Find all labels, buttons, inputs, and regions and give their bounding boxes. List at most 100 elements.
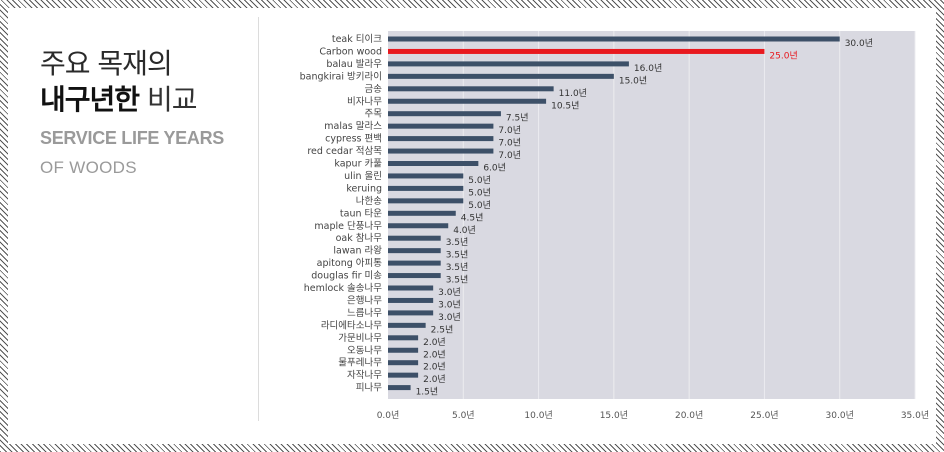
category-label: 물푸레나무 [338, 358, 382, 369]
bar [388, 161, 479, 166]
category-label: oak 참나무 [336, 233, 383, 244]
bar [388, 61, 629, 67]
value-label: 3.5년 [446, 237, 469, 248]
x-tick-label: 20.0년 [675, 410, 703, 421]
bar [388, 98, 547, 104]
bar [388, 111, 501, 117]
category-label: douglas fir 미송 [311, 271, 382, 282]
bar [388, 322, 426, 328]
category-label: hemlock 솔송나무 [304, 283, 383, 294]
category-label: 자작나무 [347, 370, 382, 381]
value-label: 7.0년 [498, 138, 521, 149]
x-tick-label: 35.0년 [901, 410, 929, 421]
value-label: 16.0년 [634, 63, 662, 74]
value-label: 4.0년 [453, 225, 476, 236]
bar [388, 335, 419, 341]
bar [388, 173, 464, 179]
category-label: 라디에타소나무 [321, 320, 382, 331]
category-label: maple 단풍나무 [314, 221, 382, 232]
x-tick-label: 15.0년 [600, 410, 628, 421]
value-label: 3.5년 [446, 262, 469, 273]
value-label: 7.5년 [506, 113, 529, 124]
value-label: 3.0년 [438, 299, 461, 310]
bar [388, 235, 441, 241]
category-label: red cedar 적삼목 [307, 145, 382, 157]
bar [388, 223, 449, 229]
category-label: 비자나무 [347, 96, 382, 107]
bar [388, 372, 419, 378]
bar [388, 73, 614, 79]
category-label: Carbon wood [319, 46, 382, 57]
bar [388, 123, 494, 129]
value-label: 3.5년 [446, 275, 469, 286]
value-label: 11.0년 [559, 88, 587, 99]
bar [388, 148, 494, 154]
value-label: 4.5년 [461, 212, 484, 223]
bar [388, 310, 434, 316]
category-label: cypress 편백 [325, 133, 382, 145]
x-tick-label: 0.0년 [377, 410, 400, 421]
value-label: 10.5년 [551, 100, 579, 111]
value-label: 3.0년 [438, 287, 461, 298]
category-label: balau 발라우 [326, 59, 382, 70]
category-label: 오동나무 [347, 345, 382, 356]
x-tick-label: 10.0년 [524, 410, 552, 421]
value-label: 6.0년 [483, 163, 506, 174]
value-label: 5.0년 [468, 187, 491, 198]
bar [388, 36, 840, 42]
bar [388, 198, 464, 204]
value-label: 25.0년 [769, 50, 797, 61]
category-label: kapur 카풀 [334, 159, 382, 170]
title-line-2: 내구년한 비교 [40, 82, 224, 118]
value-label: 5.0년 [468, 175, 491, 186]
category-label: bangkirai 방키라이 [300, 71, 382, 82]
english-title-line-2: OF WOODS [40, 158, 137, 177]
category-label: malas 말라스 [324, 120, 382, 132]
bar [388, 360, 419, 366]
category-label: lawan 라왕 [333, 246, 382, 257]
value-label: 2.0년 [423, 374, 446, 385]
bar [388, 248, 441, 254]
bar [388, 210, 456, 216]
title-light-text: 비교 [139, 83, 198, 116]
value-label: 7.0년 [498, 125, 521, 136]
bar [388, 86, 554, 92]
category-label: taun 타운 [340, 208, 382, 219]
value-label: 2.5년 [431, 324, 454, 335]
category-label: 은행나무 [347, 294, 382, 306]
plot-area [388, 31, 915, 399]
bar [388, 136, 494, 142]
value-label: 2.0년 [423, 362, 446, 373]
category-label: apitong 아피통 [317, 258, 383, 269]
category-label: ulin 울린 [344, 171, 382, 182]
bar [388, 260, 441, 266]
value-label: 7.0년 [498, 150, 521, 161]
bar [388, 297, 434, 303]
value-label: 15.0년 [619, 75, 647, 86]
vertical-divider [258, 17, 259, 421]
bar [388, 347, 419, 353]
value-label: 1.5년 [416, 387, 439, 398]
bar [388, 385, 411, 391]
title-bold-text: 내구년한 [40, 83, 140, 116]
value-label: 2.0년 [423, 337, 446, 348]
bar [388, 285, 434, 291]
heading-block: 주요 목재의 내구년한 비교 SERVICE LIFE YEARS OF WOO… [40, 46, 224, 178]
value-label: 30.0년 [845, 38, 873, 49]
category-label: 나한송 [356, 196, 382, 207]
category-label: 주목 [365, 109, 383, 120]
x-tick-label: 30.0년 [826, 410, 854, 421]
category-label: teak 티이크 [332, 34, 382, 45]
english-title-line-1: SERVICE LIFE YEARS [40, 128, 224, 148]
bar [388, 48, 765, 54]
bar [388, 185, 464, 191]
x-tick-label: 25.0년 [750, 410, 778, 421]
category-label: 느릅나무 [347, 308, 382, 319]
value-label: 3.0년 [438, 312, 461, 323]
title-line-1: 주요 목재의 [40, 47, 173, 80]
category-label: 피나무 [356, 383, 382, 394]
bar [388, 273, 441, 279]
category-label: 가문비나무 [338, 333, 382, 344]
value-label: 2.0년 [423, 349, 446, 360]
category-label: 금송 [365, 84, 383, 95]
